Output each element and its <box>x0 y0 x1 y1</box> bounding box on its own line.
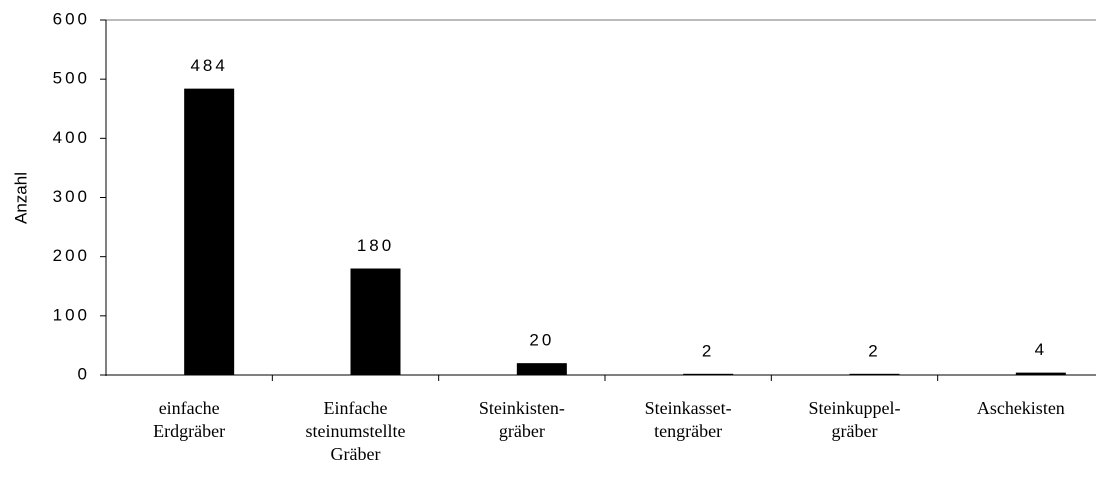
value-label: 4 <box>1035 340 1047 359</box>
x-tick-label: Steinkasset-tengräber <box>645 398 732 441</box>
y-tick-label: 500 <box>53 69 90 88</box>
bar <box>683 373 734 375</box>
value-label: 484 <box>190 56 227 75</box>
value-label: 180 <box>357 236 394 255</box>
bar <box>849 373 900 375</box>
y-tick-label: 600 <box>53 9 90 28</box>
y-tick-label: 200 <box>53 246 90 265</box>
value-label: 2 <box>702 341 714 360</box>
bar <box>184 88 235 375</box>
bar <box>1015 372 1066 375</box>
x-tick-label: einfache Erdgräber <box>153 398 225 441</box>
y-tick-label: 100 <box>53 305 90 324</box>
y-tick-label: 400 <box>53 128 90 147</box>
x-tick-label: Steinkisten-gräber <box>479 398 565 441</box>
y-axis-label: Anzahl <box>11 172 30 224</box>
x-tick-label: Steinkuppel-gräber <box>809 398 901 441</box>
bar <box>350 268 401 375</box>
value-label: 20 <box>529 331 554 350</box>
y-tick-label: 300 <box>53 187 90 206</box>
value-label: 2 <box>868 341 880 360</box>
x-tick-label: Aschekisten <box>977 398 1065 418</box>
bar <box>516 363 567 375</box>
y-tick-label: 0 <box>78 364 90 383</box>
x-tick-label: Einfache steinumstellte Gräber <box>306 398 406 464</box>
